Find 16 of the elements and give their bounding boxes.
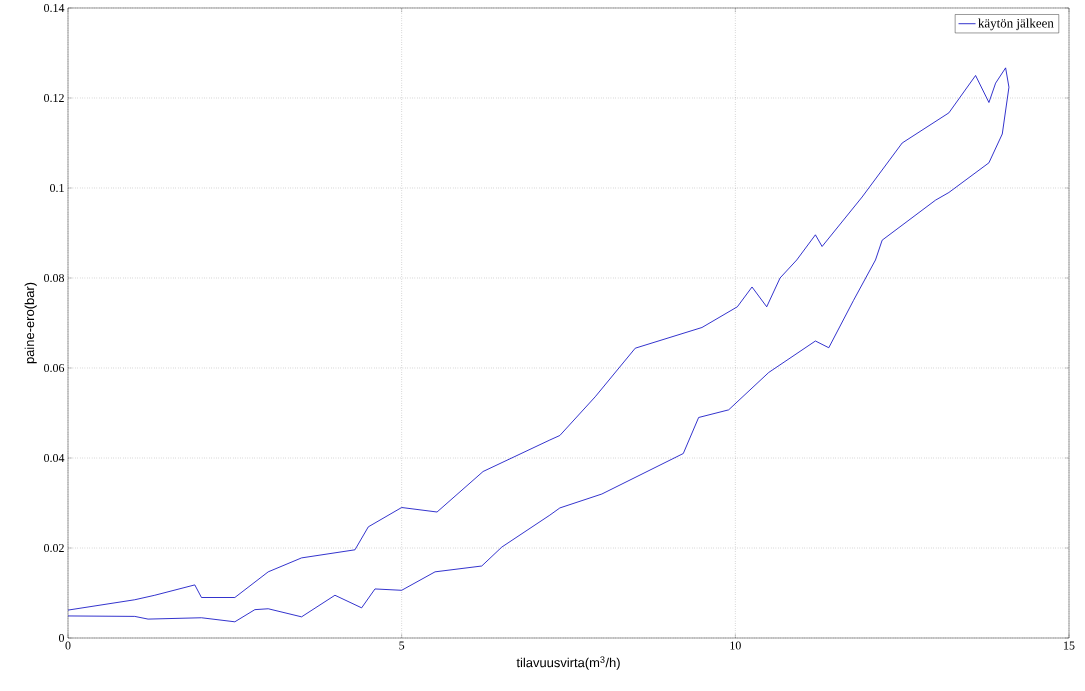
y-axis-title: paine-ero(bar) — [24, 282, 37, 364]
line-series — [68, 67, 1010, 623]
y-tick-label: 0.06 — [44, 363, 65, 373]
legend-label: käytön jälkeen — [978, 18, 1054, 31]
y-tick-label: 0.02 — [44, 543, 64, 553]
y-tick-label: 0.1 — [49, 183, 64, 193]
x-tick-label: 5 — [399, 641, 405, 650]
y-tick-label: 0.04 — [44, 453, 65, 463]
x-tick-label: 0 — [65, 641, 71, 650]
y-tick-label: 0.08 — [44, 273, 65, 283]
y-tick-label: 0.14 — [44, 3, 65, 13]
y-tick-label: 0.12 — [44, 93, 64, 103]
x-tick-label: 10 — [730, 641, 741, 650]
x-axis-title: tilavuusvirta(m$^{3}$/h) — [516, 656, 620, 670]
y-tick-label: 0 — [58, 633, 65, 643]
x-tick-label: 15 — [1064, 641, 1075, 650]
